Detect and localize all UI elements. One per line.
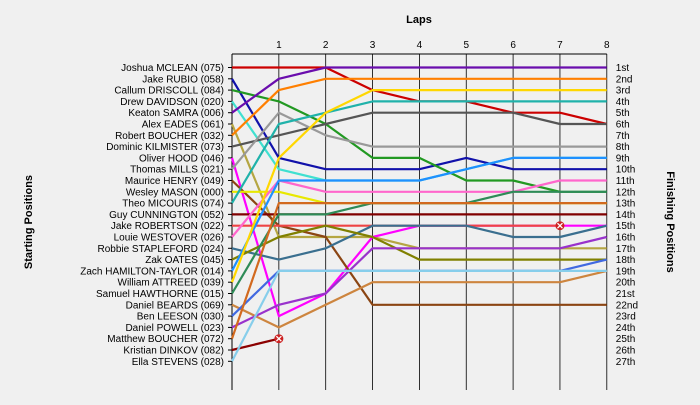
x-tick-label: 4 [417, 40, 423, 51]
start-position-label: Matthew BOUCHER (072) [107, 334, 224, 345]
start-position-label: Oliver HOOD (046) [139, 153, 224, 164]
x-tick-label: 8 [604, 40, 610, 51]
start-position-label: Zak OATES (045) [145, 255, 224, 266]
start-position-label: Keaton SAMRA (006) [128, 108, 224, 119]
series-line [231, 224, 608, 261]
series-line [231, 78, 607, 171]
start-position-label: Zach HAMILTON-TAYLOR (014) [80, 266, 224, 277]
series-line [230, 202, 607, 340]
right-axis-label: Finishing Positions [664, 171, 676, 272]
series-line [231, 66, 607, 114]
chart-title: Laps [406, 14, 432, 26]
start-position-label: Wesley MASON (000) [126, 187, 224, 198]
finish-position-label: 12th [616, 187, 635, 198]
start-position-label: Daniel POWELL (023) [125, 323, 224, 334]
x-tick-label: 5 [463, 40, 469, 51]
left-axis-label: Starting Positions [23, 175, 35, 269]
finish-position-label: 27th [616, 357, 635, 368]
start-position-label: Theo MICOURIS (074) [122, 199, 224, 210]
series-line [230, 88, 607, 283]
retirement-marker [274, 334, 284, 344]
start-position-label: Kristian DINKOV (082) [123, 346, 224, 357]
start-position-label: Jake RUBIO (058) [142, 74, 224, 85]
finish-position-label: 18th [616, 255, 635, 266]
finish-position-label: 9th [616, 153, 630, 164]
start-position-label: Robert BOUCHER (032) [115, 131, 224, 142]
series-line [231, 179, 607, 306]
start-position-label: Alex EADES (061) [142, 120, 224, 131]
series-line [231, 111, 607, 148]
start-position-label: Maurice HENRY (049) [125, 176, 224, 187]
series-line [231, 235, 608, 329]
start-position-label: Samuel HAWTHORNE (015) [96, 289, 224, 300]
x-tick-label: 7 [557, 40, 563, 51]
finish-position-label: 4th [616, 97, 630, 108]
finish-position-label: 22nd [616, 300, 638, 311]
series-line [231, 100, 607, 204]
start-position-label: Ella STEVENS (028) [132, 357, 224, 368]
finish-position-label: 21st [616, 289, 635, 300]
x-tick-label: 1 [276, 40, 282, 51]
finish-position-label: 2nd [616, 74, 633, 85]
x-tick-label: 6 [510, 40, 516, 51]
finish-position-label: 11th [616, 176, 635, 187]
start-position-label: Jake ROBERTSON (022) [111, 221, 224, 232]
start-position-label: Louie WESTOVER (026) [114, 233, 224, 244]
series-line [231, 179, 607, 238]
finish-position-label: 17th [616, 244, 635, 255]
start-position-label: Callum DRISCOLL (084) [114, 86, 224, 97]
finish-position-label: 25th [616, 334, 635, 345]
start-position-label: Dominic KILMISTER (073) [106, 142, 224, 153]
finish-position-label: 20th [616, 278, 635, 289]
finish-position-label: 3rd [616, 86, 630, 97]
finish-position-label: 8th [616, 142, 630, 153]
start-position-label: Ben LEESON (030) [137, 312, 224, 323]
series-line [231, 269, 608, 329]
finish-position-label: 1st [616, 63, 630, 74]
start-position-label: Guy CUNNINGTON (052) [109, 210, 224, 221]
finish-position-label: 16th [616, 233, 635, 244]
finish-position-label: 19th [616, 266, 635, 277]
finish-position-label: 14th [616, 210, 635, 221]
finish-position-label: 15th [616, 221, 635, 232]
x-tick-label: 3 [370, 40, 376, 51]
series-line [231, 89, 607, 193]
x-tick-label: 2 [323, 40, 329, 51]
finish-position-label: 26th [616, 346, 635, 357]
start-position-label: Thomas MILLS (021) [130, 165, 224, 176]
start-position-label: Robbie STAPLEFORD (024) [97, 244, 224, 255]
finish-position-label: 24th [616, 323, 635, 334]
series-line [231, 156, 607, 272]
retirement-marker [555, 221, 565, 231]
finish-position-label: 5th [616, 108, 630, 119]
series-line [231, 269, 607, 362]
retirement-cross [275, 335, 282, 342]
finish-position-label: 10th [616, 165, 635, 176]
retirement-cross [556, 222, 563, 229]
start-position-label: William ATTREED (039) [118, 278, 225, 289]
start-position-label: Joshua MCLEAN (075) [121, 63, 224, 74]
series-line [231, 224, 607, 261]
finish-position-label: 6th [616, 120, 630, 131]
series-line [231, 77, 607, 137]
finish-position-label: 23rd [616, 312, 636, 323]
finish-position-label: 13th [616, 199, 635, 210]
plot-area: 1 2 3 4 5 6 7 8 Joshua MCLEAN (075)Jake RUBIO (0… [80, 40, 638, 390]
start-position-label: Daniel BEARDS (069) [126, 300, 224, 311]
start-position-label: Drew DAVIDSON (020) [120, 97, 224, 108]
finish-position-label: 7th [616, 131, 630, 142]
